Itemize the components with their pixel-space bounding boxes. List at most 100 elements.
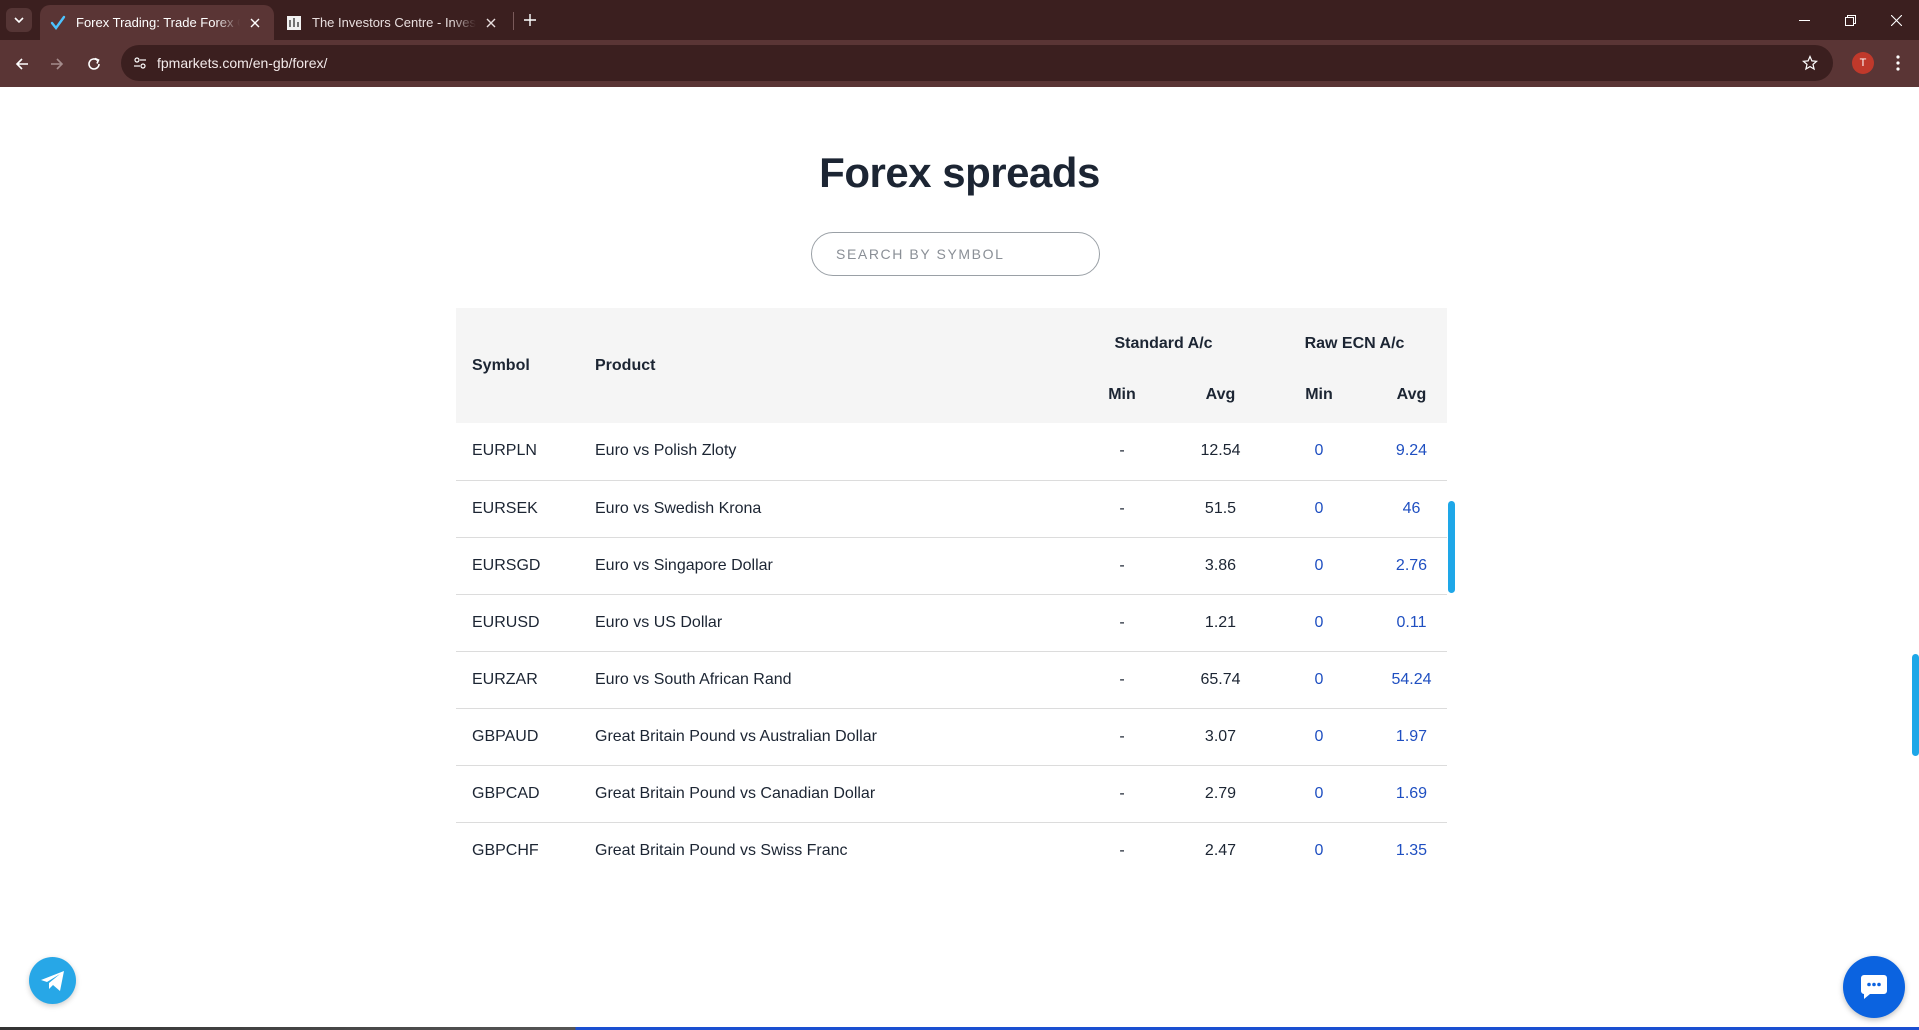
close-window-button[interactable] <box>1873 0 1919 40</box>
tab-title: The Investors Centre - Investing <box>312 15 476 30</box>
close-tab-icon[interactable] <box>482 14 500 32</box>
product-cell: Euro vs Polish Zloty <box>595 423 1065 481</box>
raw-avg-cell: 0.11 <box>1376 594 1447 652</box>
column-header-raw-avg[interactable]: Avg <box>1396 385 1427 403</box>
browser-menu-button[interactable] <box>1887 52 1909 74</box>
arrow-right-icon <box>51 58 64 70</box>
product-cell: Great Britain Pound vs Australian Dollar <box>595 708 1065 766</box>
column-header-standard-avg[interactable]: Avg <box>1205 385 1236 403</box>
table-row: GBPAUD Great Britain Pound vs Australian… <box>456 708 1447 766</box>
raw-min-cell: 0 <box>1262 651 1376 709</box>
address-bar[interactable]: fpmarkets.com/en-gb/forex/ <box>121 45 1833 81</box>
raw-min-cell: 0 <box>1262 708 1376 766</box>
raw-min-cell: 0 <box>1262 537 1376 595</box>
symbol-cell: EURPLN <box>456 423 595 481</box>
minimize-icon <box>1798 19 1810 21</box>
symbol-cell: EURUSD <box>456 594 595 652</box>
forward-button[interactable] <box>44 51 70 77</box>
page-scrollbar-thumb[interactable] <box>1912 654 1919 756</box>
new-tab-button[interactable] <box>519 9 541 31</box>
tab-forex-trading[interactable]: Forex Trading: Trade Forex Online <box>40 5 274 40</box>
plus-icon <box>524 14 536 26</box>
product-cell: Euro vs Singapore Dollar <box>595 537 1065 595</box>
reload-icon <box>88 57 100 70</box>
standard-avg-cell: 12.54 <box>1179 423 1262 481</box>
browser-toolbar: fpmarkets.com/en-gb/forex/ T <box>0 40 1919 87</box>
table-row: GBPCHF Great Britain Pound vs Swiss Fran… <box>456 822 1447 868</box>
raw-avg-cell: 54.24 <box>1376 651 1447 709</box>
profile-avatar[interactable]: T <box>1852 52 1874 74</box>
minimize-button[interactable] <box>1781 0 1827 40</box>
raw-avg-cell: 2.76 <box>1376 537 1447 595</box>
table-scrollbar-thumb[interactable] <box>1448 501 1455 593</box>
chevron-down-icon <box>14 17 24 24</box>
standard-avg-cell: 3.86 <box>1179 537 1262 595</box>
symbol-cell: EURZAR <box>456 651 595 709</box>
standard-min-cell: - <box>1065 423 1179 481</box>
standard-min-cell: - <box>1065 651 1179 709</box>
back-button[interactable] <box>9 51 35 77</box>
raw-avg-cell: 9.24 <box>1376 423 1447 481</box>
tab-title: Forex Trading: Trade Forex Online <box>76 15 240 30</box>
standard-min-cell: - <box>1065 480 1179 538</box>
standard-min-cell: - <box>1065 537 1179 595</box>
standard-avg-cell: 3.07 <box>1179 708 1262 766</box>
product-cell: Euro vs US Dollar <box>595 594 1065 652</box>
standard-avg-cell: 51.5 <box>1179 480 1262 538</box>
close-icon <box>1890 14 1902 26</box>
standard-min-cell: - <box>1119 841 1125 859</box>
product-cell: Euro vs South African Rand <box>595 651 1065 709</box>
raw-avg-cell: 46 <box>1376 480 1447 538</box>
raw-avg-cell: 1.97 <box>1376 708 1447 766</box>
table-row: GBPCAD Great Britain Pound vs Canadian D… <box>456 765 1447 823</box>
product-cell: Great Britain Pound vs Canadian Dollar <box>595 765 1065 823</box>
raw-min-cell: 0 <box>1262 480 1376 538</box>
column-header-symbol[interactable]: Symbol <box>472 356 530 374</box>
chat-button[interactable] <box>1843 956 1905 1018</box>
tab-strip: Forex Trading: Trade Forex Online The In… <box>0 0 1919 40</box>
reload-button[interactable] <box>81 51 107 77</box>
table-row: EURZAR Euro vs South African Rand - 65.7… <box>456 651 1447 709</box>
raw-min-cell: 0 <box>1262 423 1376 481</box>
symbol-cell: EURSEK <box>456 480 595 538</box>
telegram-button[interactable] <box>29 957 76 1004</box>
investors-centre-favicon-icon <box>286 15 302 31</box>
more-vertical-icon <box>1896 55 1900 71</box>
raw-min-cell: 0 <box>1314 841 1324 859</box>
forex-spreads-table: Symbol Product Standard A/c Raw ECN A/c … <box>456 308 1447 868</box>
raw-avg-cell: 1.69 <box>1376 765 1447 823</box>
search-input[interactable] <box>811 232 1100 276</box>
standard-min-cell: - <box>1065 765 1179 823</box>
site-info-icon[interactable] <box>129 52 151 74</box>
tab-search-button[interactable] <box>6 8 32 32</box>
product-cell: Euro vs Swedish Krona <box>595 480 1065 538</box>
standard-min-cell: - <box>1065 708 1179 766</box>
spreads-table-container[interactable]: Symbol Product Standard A/c Raw ECN A/c … <box>456 308 1456 868</box>
table-header-row: Symbol Product Standard A/c Raw ECN A/c <box>456 308 1447 374</box>
tab-separator <box>513 12 514 30</box>
page-content: Forex spreads Symbol Product Standard A/… <box>0 87 1919 1030</box>
telegram-icon <box>40 970 64 991</box>
symbol-cell: EURSGD <box>456 537 595 595</box>
bottom-accent-bar <box>0 1027 1919 1030</box>
column-group-raw-ecn: Raw ECN A/c <box>1304 335 1405 352</box>
raw-min-cell: 0 <box>1262 765 1376 823</box>
column-header-product[interactable]: Product <box>595 356 656 374</box>
standard-avg-cell: 65.74 <box>1179 651 1262 709</box>
table-row: EURSEK Euro vs Swedish Krona - 51.5 0 46 <box>456 480 1447 538</box>
tab-investors-centre[interactable]: The Investors Centre - Investing <box>276 5 510 40</box>
column-header-standard-min[interactable]: Min <box>1108 385 1136 403</box>
close-tab-icon[interactable] <box>246 14 264 32</box>
column-header-raw-min[interactable]: Min <box>1305 385 1333 403</box>
restore-icon <box>1844 14 1856 26</box>
restore-button[interactable] <box>1827 0 1873 40</box>
standard-avg-cell: 1.21 <box>1179 594 1262 652</box>
symbol-cell: GBPCAD <box>456 765 595 823</box>
chat-bubble-icon <box>1861 975 1887 999</box>
table-row: EURPLN Euro vs Polish Zloty - 12.54 0 9.… <box>456 423 1447 481</box>
bookmark-star-icon[interactable] <box>1799 52 1821 74</box>
symbol-cell: GBPCHF <box>472 841 539 859</box>
column-group-standard: Standard A/c <box>1114 335 1213 352</box>
product-cell: Great Britain Pound vs Swiss Franc <box>595 841 848 859</box>
raw-avg-cell: 1.35 <box>1395 841 1428 859</box>
